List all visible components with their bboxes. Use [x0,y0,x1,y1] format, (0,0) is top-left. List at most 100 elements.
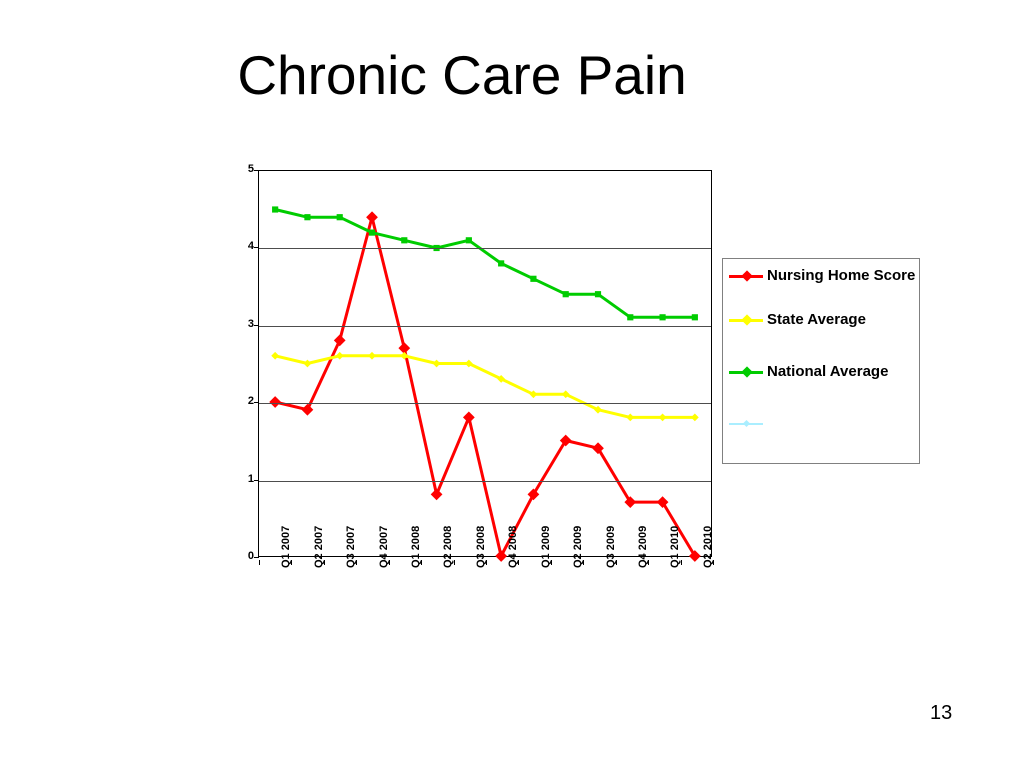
x-tick-label: Q1 2010 [657,526,681,640]
series-line [273,215,697,558]
x-tick-label: Q1 2007 [268,526,292,640]
x-tick-mark [583,560,585,565]
x-tick-mark [550,560,552,565]
data-point-marker [529,390,538,399]
data-point-marker [433,244,440,252]
y-tick-label: 1 [247,472,254,485]
legend-item-national-average[interactable]: National Average [729,363,888,381]
y-axis: 0 1 2 3 4 5 [236,160,259,570]
x-tick-mark [323,560,325,565]
page-title-text: Chronic Care Pain [237,44,687,106]
y-tick-mark [254,557,259,558]
y-tick-mark [254,324,259,326]
x-tick-mark [680,560,682,565]
x-tick-label: Q3 2008 [463,526,487,640]
data-point-marker [400,351,409,360]
legend-label-0: Nursing Home Score [767,267,916,284]
data-point-marker [594,291,602,298]
data-point-marker [269,396,282,408]
y-tick-mark [254,170,259,171]
x-tick-label-text: Q2 2007 [312,525,325,568]
gridline [259,325,711,327]
x-tick-label: Q2 2008 [430,526,454,640]
data-point-marker [271,351,280,360]
legend-item-unlabeled[interactable] [729,415,767,431]
data-point-marker [432,359,441,368]
x-tick-label: Q4 2008 [495,526,519,640]
x-tick-label-text: Q1 2009 [539,525,552,568]
x-tick-label: Q2 2007 [301,526,325,640]
y-tick-label: 0 [247,550,254,562]
y-tick-label: 5 [247,163,254,175]
data-point-marker [303,359,312,368]
series-line [273,354,697,419]
slide-page-number: 13 [930,702,953,724]
x-tick-label-text: Q2 2008 [442,525,455,568]
x-tick-label-text: Q1 2008 [409,525,422,568]
x-tick-label-text: Q2 2009 [572,525,585,568]
data-point-marker [401,237,408,244]
y-tick-mark [254,247,259,249]
legend-swatch-icon-2 [729,365,763,379]
chart-legend: Nursing Home Score State Average Nationa… [722,258,920,464]
legend-label-2: National Average [767,363,889,380]
gridline [259,480,711,482]
x-tick-label-text: Q1 2010 [669,525,682,568]
x-tick-label-text: Q3 2009 [604,525,617,568]
x-tick-label: Q1 2008 [398,526,422,640]
x-tick-mark [486,560,487,565]
x-tick-mark [291,560,293,565]
data-point-marker [366,211,378,224]
data-point-marker [559,434,572,447]
data-point-marker [527,488,540,501]
data-point-marker [691,314,698,321]
x-tick-label-text: Q4 2007 [377,525,390,568]
x-tick-label: Q4 2007 [366,526,390,640]
x-tick-mark [648,560,650,565]
data-point-marker [368,351,376,360]
data-point-marker [430,488,443,501]
data-point-marker [498,260,505,267]
data-point-marker [301,403,314,416]
y-tick-label: 2 [247,395,254,408]
x-tick-label: Q2 2009 [560,526,584,640]
legend-marker-icon-3 [742,419,751,428]
x-tick-mark [713,560,714,565]
x-axis: Q1 2007 Q2 2007 Q3 2007 Q4 2007 Q1 2008 Q2 20… [259,526,714,640]
data-point-marker [656,496,669,508]
legend-swatch-icon-0 [729,269,763,283]
series-line [273,208,697,319]
chart-plot-svg [269,206,701,562]
data-point-marker [304,214,311,221]
y-tick-mark [254,402,259,404]
y-tick-label: 3 [247,317,254,330]
data-point-marker [627,314,634,321]
x-tick-label-text: Q1 2007 [280,525,293,568]
data-point-marker [336,214,343,221]
x-tick-mark [453,560,455,565]
legend-item-state-average[interactable]: State Average [729,311,866,329]
data-point-marker [659,314,666,321]
data-point-marker [462,411,475,424]
x-tick-mark [388,560,390,565]
data-point-marker [497,375,506,383]
data-point-marker [592,442,604,455]
gridline [259,248,711,250]
x-tick-mark [518,560,520,565]
plot-area [258,170,712,562]
legend-marker-icon-2 [741,366,753,378]
x-tick-label: Q4 2009 [625,526,649,640]
legend-item-nursing-home-score[interactable]: Nursing Home Score [729,267,915,285]
y-tick-mark [254,479,259,481]
x-tick-mark [421,560,423,565]
legend-swatch-icon-1 [729,313,763,327]
legend-marker-icon-0 [741,270,753,282]
data-point-marker [530,275,537,282]
legend-label-1: State Average [767,311,866,328]
page-title: Chronic Care Pain [0,44,1024,106]
data-point-marker [272,206,279,213]
data-point-marker [335,351,344,360]
data-point-marker [626,413,635,422]
x-tick-label: Q3 2007 [333,526,357,640]
